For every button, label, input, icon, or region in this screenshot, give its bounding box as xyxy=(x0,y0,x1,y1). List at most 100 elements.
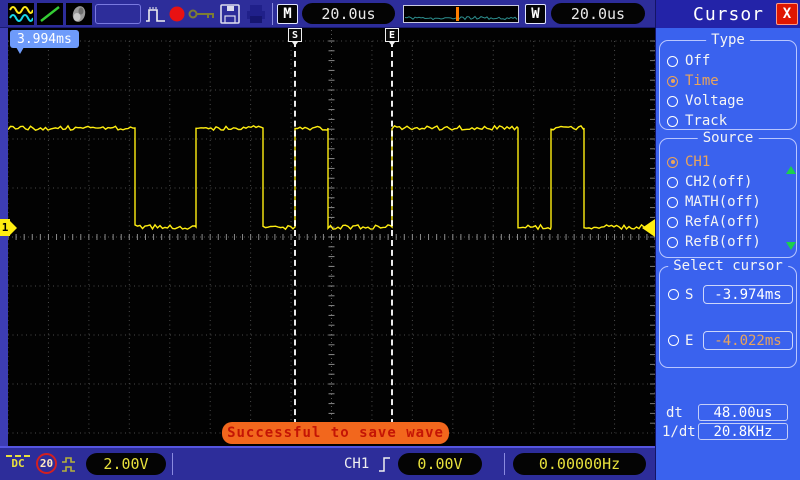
radio-icon xyxy=(667,95,678,107)
dc-label: DC xyxy=(11,457,25,470)
record-icon xyxy=(169,6,185,22)
radio-source-refa[interactable]: RefA(off) xyxy=(667,212,792,232)
cursor-s-line[interactable] xyxy=(294,41,296,435)
cursor-s-flag[interactable]: S xyxy=(288,28,302,46)
bandwidth-limit-icon: 20 xyxy=(36,453,57,474)
radio-icon xyxy=(667,196,678,208)
cursor-s-row[interactable]: S -3.974ms xyxy=(668,285,793,304)
type-options: Off Time Voltage Track xyxy=(667,51,792,131)
print-button[interactable] xyxy=(244,3,268,25)
waveform-grid-and-trace xyxy=(7,30,656,446)
inv-dt-value: 20.8KHz xyxy=(698,423,788,440)
line-draw-button[interactable] xyxy=(37,3,63,25)
ch1-volts-div-readout: 2.00V xyxy=(86,453,166,475)
waveform-preview[interactable] xyxy=(403,5,519,23)
cursor-e-value[interactable]: -4.022ms xyxy=(703,331,793,350)
radio-icon xyxy=(668,335,679,346)
main-timebase-readout: 20.0us xyxy=(302,3,395,24)
radio-icon xyxy=(667,115,678,127)
inv-dt-label: 1/dt xyxy=(662,423,696,440)
cursor-menu-header: Cursor X xyxy=(656,0,800,28)
type-section: Type Off Time Voltage Track xyxy=(659,32,797,131)
radio-label: Voltage xyxy=(685,93,745,109)
record-button[interactable] xyxy=(169,6,185,22)
select-cursor-section: Select cursor S -3.974ms E -4.022ms xyxy=(659,258,797,368)
radio-label: RefB(off) xyxy=(685,234,761,250)
save-button[interactable] xyxy=(219,3,241,25)
cursor-e-flag[interactable]: E xyxy=(385,28,399,46)
panel-title: Cursor xyxy=(692,3,765,25)
top-toolbar: M 20.0us W 20.0us xyxy=(0,0,655,28)
channel-waves-button[interactable] xyxy=(8,3,34,25)
radio-icon xyxy=(667,216,678,228)
scroll-down-icon[interactable] xyxy=(786,242,796,250)
radio-label: Time xyxy=(685,73,719,89)
preview-position-marker[interactable] xyxy=(456,7,459,21)
radio-icon xyxy=(667,55,678,67)
radio-type-time[interactable]: Time xyxy=(667,71,792,91)
channel-status-bar: DC 20 2.00V CH1 0.00V 0.00000Hz xyxy=(0,446,655,480)
radio-source-ch2[interactable]: CH2(off) xyxy=(667,172,792,192)
cursor-s-label: S xyxy=(685,286,694,303)
line-icon xyxy=(40,6,60,22)
trigger-source-label: CH1 xyxy=(344,456,370,472)
left-margin-strip xyxy=(0,28,8,446)
select-cursor-legend: Select cursor xyxy=(668,258,788,274)
pulse-button[interactable] xyxy=(145,3,167,25)
screenshot-icon xyxy=(72,6,86,22)
radio-label: Track xyxy=(685,113,728,129)
radio-type-track[interactable]: Track xyxy=(667,111,792,131)
radio-label: Off xyxy=(685,53,711,69)
source-options: CH1 CH2(off) MATH(off) RefA(off) RefB(of… xyxy=(667,152,792,252)
source-legend: Source xyxy=(697,130,759,146)
window-timebase-badge: W xyxy=(525,4,546,24)
channel1-position-marker[interactable]: 1 xyxy=(0,219,17,236)
toolbar-divider xyxy=(272,3,273,25)
waveform-preview-trace xyxy=(404,15,518,21)
type-legend: Type xyxy=(706,32,750,48)
dc-coupling-icon: DC xyxy=(6,455,30,469)
status-message: Successful to save wave xyxy=(222,422,449,444)
radio-icon xyxy=(667,236,678,248)
radio-label: MATH(off) xyxy=(685,194,761,210)
dt-value: 48.00us xyxy=(698,404,788,421)
waveform-display: 3.994ms S E Successful to save wave xyxy=(7,28,656,448)
square-wave-icon xyxy=(61,455,83,473)
dt-readout-row: dt 48.00us xyxy=(666,404,788,421)
statusbar-divider xyxy=(504,453,505,475)
cursor-e-label: E xyxy=(685,332,694,349)
cursor-e-line[interactable] xyxy=(391,41,393,435)
cursor-e-row[interactable]: E -4.022ms xyxy=(668,331,793,350)
radio-type-off[interactable]: Off xyxy=(667,51,792,71)
channel-waves-icon xyxy=(9,6,33,22)
print-icon xyxy=(247,5,265,23)
radio-source-math[interactable]: MATH(off) xyxy=(667,192,792,212)
empty-toolbar-button[interactable] xyxy=(95,4,141,24)
screenshot-button[interactable] xyxy=(66,3,92,25)
trigger-level-readout: 0.00V xyxy=(398,453,482,475)
radio-source-ch1[interactable]: CH1 xyxy=(667,152,792,172)
window-timebase-readout: 20.0us xyxy=(551,3,645,24)
source-section: Source CH1 CH2(off) MATH(off) RefA(off) xyxy=(659,130,797,258)
radio-label: RefA(off) xyxy=(685,214,761,230)
trigger-level-marker[interactable] xyxy=(642,219,655,237)
keylock-button[interactable] xyxy=(187,4,219,24)
horizontal-position-bubble: 3.994ms xyxy=(10,30,79,54)
radio-icon xyxy=(668,289,679,300)
scroll-up-icon[interactable] xyxy=(786,166,796,174)
close-icon[interactable]: X xyxy=(776,3,798,25)
radio-label: CH1 xyxy=(685,154,711,170)
radio-type-voltage[interactable]: Voltage xyxy=(667,91,792,111)
cursor-menu-panel: Cursor X Type Off Time Voltage xyxy=(655,0,800,480)
pulse-icon xyxy=(146,7,165,22)
radio-icon xyxy=(667,75,678,87)
frequency-counter-readout: 0.00000Hz xyxy=(513,453,646,475)
radio-source-refb[interactable]: RefB(off) xyxy=(667,232,792,252)
rising-edge-icon xyxy=(377,453,393,475)
radio-icon xyxy=(667,176,678,188)
dt-label: dt xyxy=(666,404,683,421)
cursor-s-value[interactable]: -3.974ms xyxy=(703,285,793,304)
key-icon xyxy=(188,9,214,19)
radio-icon xyxy=(667,156,678,168)
